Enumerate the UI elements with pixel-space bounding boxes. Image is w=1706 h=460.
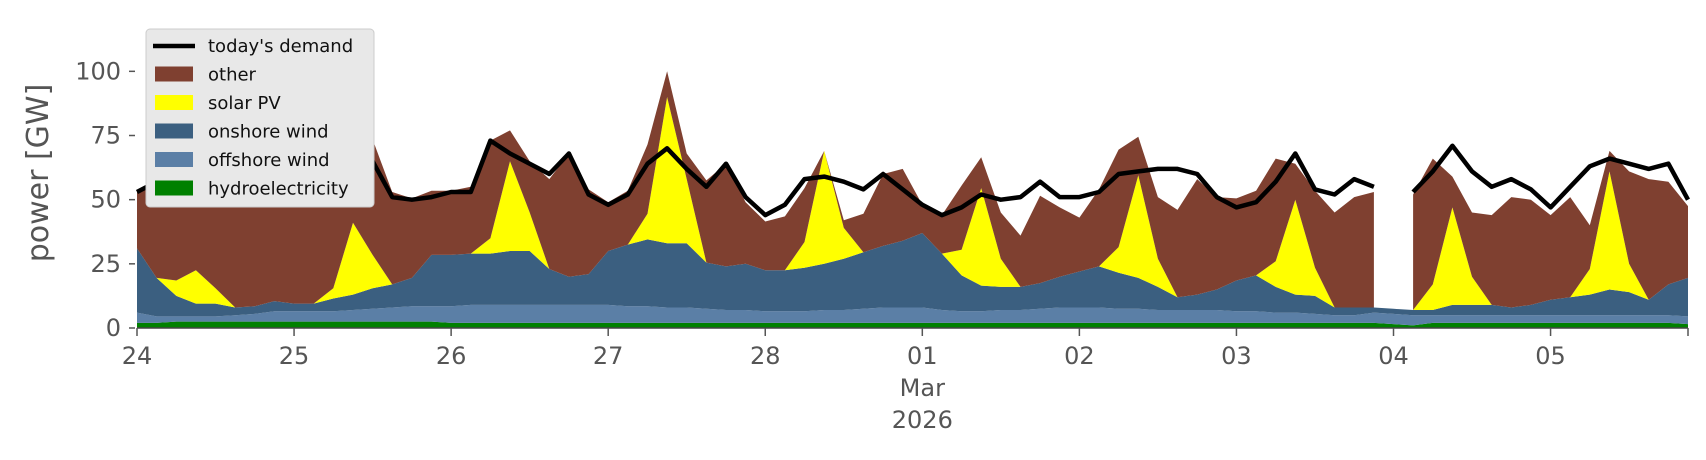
y-tick-label: 25 [90, 250, 121, 278]
x-tick-label: 26 [436, 342, 467, 370]
axes: 0 25 50 75 100 24 25 26 27 28 01 02 03 04 05 Mar 2026 [75, 57, 1689, 434]
area-solar-pv [137, 97, 1688, 310]
x-tick-label: 02 [1064, 342, 1095, 370]
area-other [1413, 150, 1688, 310]
x-tick-label: 25 [279, 342, 310, 370]
legend-label: today's demand [208, 36, 353, 57]
legend-label: other [208, 65, 257, 86]
legend-label: hydroelectricity [208, 179, 349, 200]
x-sublabel: Mar [900, 374, 945, 402]
x-tick-label: 24 [122, 342, 153, 370]
x-sublabel: 2026 [892, 406, 953, 434]
legend-swatch [155, 180, 193, 196]
y-tick-label: 50 [90, 186, 121, 214]
area-offshore-wind [137, 304, 1688, 326]
legend-label: onshore wind [208, 122, 329, 143]
legend-box [145, 28, 375, 208]
legend-swatch [155, 66, 193, 82]
y-tick-label: 100 [75, 57, 121, 85]
x-tick-label: 28 [750, 342, 781, 370]
legend-label: offshore wind [208, 150, 330, 171]
area-onshore-wind [137, 233, 1688, 317]
legend: today's demand other solar PV onshore wind o… [145, 28, 375, 208]
legend-swatch [155, 152, 193, 167]
area-other [137, 71, 1374, 308]
stacked-areas [137, 71, 1688, 328]
legend-swatch [155, 123, 193, 139]
x-tick-label: 05 [1535, 342, 1566, 370]
legend-swatch [155, 95, 193, 110]
y-tick-label: 75 [90, 122, 121, 150]
x-tick-label: 04 [1378, 342, 1409, 370]
x-tick-label: 01 [907, 342, 938, 370]
legend-label: solar PV [208, 93, 281, 114]
x-tick-label: 03 [1221, 342, 1252, 370]
y-axis-title: power [GW] [21, 84, 56, 263]
x-tick-label: 27 [593, 342, 624, 370]
area-hydroelectricity [137, 321, 1688, 328]
y-tick-label: 0 [106, 314, 121, 342]
